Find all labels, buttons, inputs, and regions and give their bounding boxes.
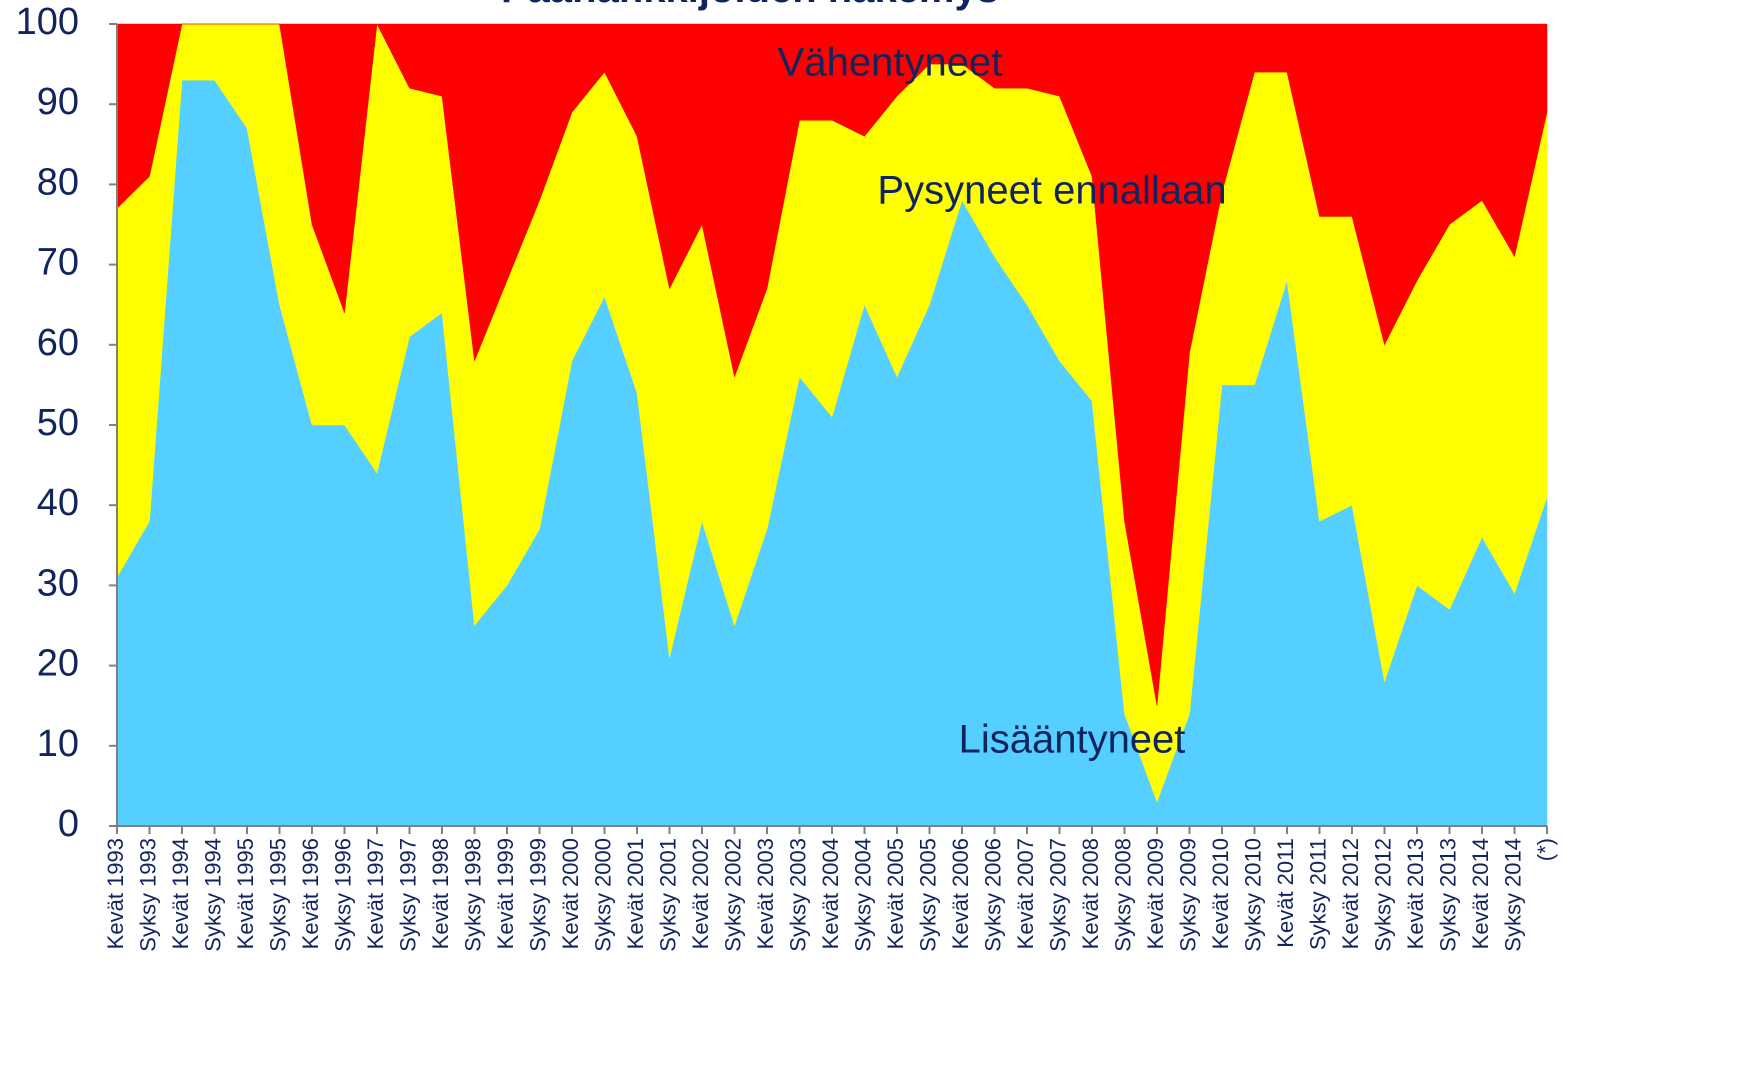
x-tick-label: Syksy 1997 [395, 838, 420, 952]
x-tick-label: Kevät 2013 [1403, 838, 1428, 949]
x-tick-label: Syksy 1999 [525, 838, 550, 952]
x-tick-label: Kevät 1995 [233, 838, 258, 949]
y-tick-label: 0 [58, 803, 79, 845]
y-tick-label: 90 [37, 81, 79, 123]
x-tick-label: Kevät 2009 [1143, 838, 1168, 949]
series-label: Vähentyneet [778, 41, 1003, 85]
x-tick-label: Syksy 1998 [460, 838, 485, 952]
x-tick-label: Syksy 2005 [915, 838, 940, 952]
x-tick-label: Kevät 2008 [1078, 838, 1103, 949]
area [116, 23, 1548, 706]
x-tick-label: Syksy 1996 [330, 838, 355, 952]
y-tick-label: 10 [37, 723, 79, 765]
y-tick-label: 50 [37, 402, 79, 444]
x-tick-label: Kevät 2006 [948, 838, 973, 949]
x-tick-label: Kevät 2014 [1468, 838, 1493, 949]
x-tick-label: Syksy 2011 [1305, 838, 1330, 950]
x-tick-label: Syksy 1993 [135, 838, 160, 952]
x-tick-label: Syksy 2007 [1045, 838, 1070, 952]
y-tick-label: 20 [37, 643, 79, 685]
x-tick-label: Kevät 2003 [753, 838, 778, 949]
x-tick-label: Syksy 2006 [980, 838, 1005, 952]
x-tick-label: Syksy 2013 [1435, 838, 1460, 952]
y-tick-label: 100 [16, 1, 79, 43]
x-tick-label: Kevät 2010 [1208, 838, 1233, 949]
x-tick-label: Kevät 1999 [493, 838, 518, 949]
x-tick-label: (*) [1533, 838, 1558, 861]
x-tick-label: Kevät 1998 [428, 838, 453, 949]
x-tick-label: Kevät 2000 [558, 838, 583, 949]
y-tick-label: 30 [37, 562, 79, 604]
x-tick-label: Kevät 2004 [818, 838, 843, 949]
x-tick-label: Syksy 2012 [1370, 838, 1395, 952]
y-tick-label: 70 [37, 242, 79, 284]
x-tick-label: Syksy 2004 [850, 838, 875, 952]
x-tick-label: Kevät 2007 [1013, 838, 1038, 949]
x-tick-label: Syksy 2008 [1110, 838, 1135, 952]
x-tick-label: Kevät 1996 [298, 838, 323, 949]
series-label: Lisääntyneet [959, 718, 1186, 762]
x-tick-label: Syksy 1994 [200, 838, 225, 952]
x-tick-label: Kevät 1994 [168, 838, 193, 949]
y-tick-label: 40 [37, 482, 79, 524]
y-tick-label: 80 [37, 161, 79, 203]
x-tick-label: Kevät 1997 [363, 838, 388, 949]
x-tick-label: Kevät 2012 [1338, 838, 1363, 949]
y-tick-label: 60 [37, 322, 79, 364]
x-tick-label: Syksy 2002 [720, 838, 745, 952]
series-label: Pysyneet ennallaan [877, 169, 1226, 213]
chart-title: Päähankkijoiden näkemys [501, 0, 999, 11]
x-tick-label: Kevät 2011 [1273, 838, 1298, 948]
x-tick-label: Syksy 2009 [1175, 838, 1200, 952]
x-tick-label: Syksy 1995 [265, 838, 290, 952]
x-tick-label: Syksy 2000 [590, 838, 615, 952]
x-tick-label: Kevät 2002 [688, 838, 713, 949]
x-tick-label: Kevät 2005 [883, 838, 908, 949]
x-tick-label: Syksy 2001 [655, 838, 680, 952]
x-tick-label: Syksy 2003 [785, 838, 810, 952]
x-tick-label: Syksy 2010 [1240, 838, 1265, 952]
x-tick-label: Kevät 1993 [103, 838, 128, 949]
x-tick-label: Syksy 2014 [1500, 838, 1525, 952]
x-tick-label: Kevät 2001 [623, 838, 648, 949]
